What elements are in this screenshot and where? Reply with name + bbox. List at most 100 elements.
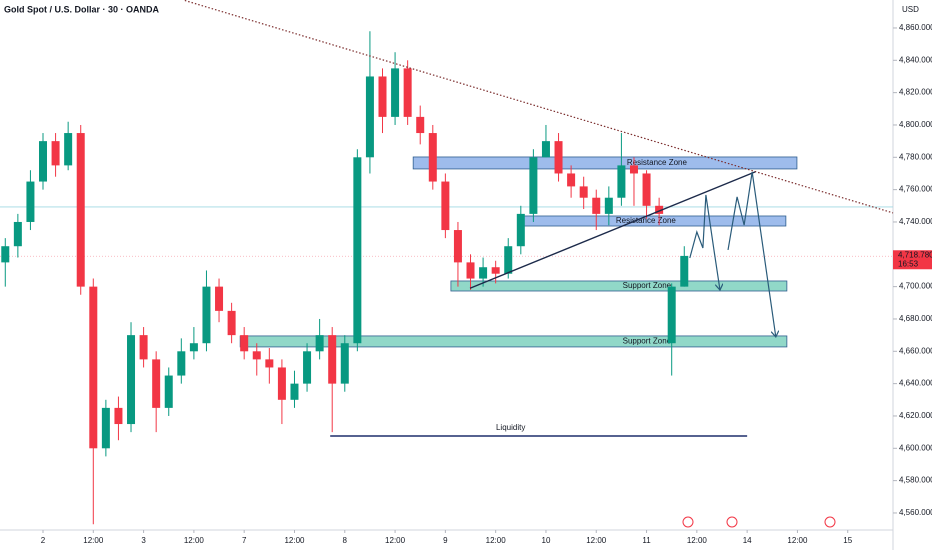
y-tick-label: 4,620.000: [899, 411, 932, 420]
x-tick-label: 12:00: [787, 536, 808, 545]
y-tick-label: 4,740.000: [899, 217, 932, 226]
candle-body: [26, 181, 35, 222]
x-tick-label: 15: [843, 536, 852, 545]
candle-body: [265, 359, 274, 368]
candle-body: [365, 76, 374, 158]
candle-body: [416, 116, 425, 134]
symbol-title: Gold Spot / U.S. Dollar · 30 · OANDA: [4, 4, 160, 14]
zone: [239, 335, 788, 348]
event-icons: [682, 516, 836, 528]
candle-body: [215, 286, 224, 311]
x-tick-label: 14: [743, 536, 752, 545]
candle-body: [164, 375, 173, 408]
x-tick-label: 12:00: [687, 536, 708, 545]
candle-body: [642, 173, 651, 206]
candle-body: [403, 68, 412, 117]
zone: [412, 156, 798, 170]
candle-body: [277, 367, 286, 400]
projection-path: [689, 194, 720, 290]
candle-body: [303, 351, 312, 384]
candle-body: [504, 246, 513, 274]
candle-body: [529, 157, 538, 214]
trendline: [184, 0, 894, 214]
candle-body: [391, 68, 400, 117]
candle-body: [51, 141, 60, 166]
candle-body: [479, 267, 488, 279]
candle-body: [617, 165, 626, 198]
y-tick-label: 4,860.000: [899, 23, 932, 32]
y-tick-label: 4,840.000: [899, 55, 932, 64]
x-tick-label: 8: [343, 536, 348, 545]
y-tick-label: 4,560.000: [899, 508, 932, 517]
candle-body: [516, 213, 525, 247]
candle-body: [554, 141, 563, 174]
candle-body: [453, 230, 462, 263]
candle-body: [240, 335, 249, 352]
candle-body: [152, 359, 161, 408]
candle-body: [541, 141, 550, 158]
currency: USD: [902, 5, 919, 14]
x-tick-label: 11: [642, 536, 651, 545]
candle-body: [655, 205, 664, 214]
x-tick-label: 12:00: [486, 536, 507, 545]
event-icon: [824, 516, 836, 528]
candle-body: [579, 186, 588, 198]
zone: [450, 280, 788, 292]
candle-body: [491, 267, 500, 274]
projection-path: [727, 171, 776, 337]
candle-body: [441, 181, 450, 231]
x-tick-label: 12:00: [284, 536, 305, 545]
y-tick-label: 4,780.000: [899, 152, 932, 161]
candle-body: [114, 407, 123, 425]
x-tick-label: 7: [242, 536, 247, 545]
y-tick-label: 4,760.000: [899, 185, 932, 194]
candle-body: [680, 255, 689, 287]
x-tick-label: 9: [443, 536, 448, 545]
candle-body: [39, 141, 48, 182]
liquidity-label: Liquidity: [496, 423, 525, 432]
event-icon: [726, 516, 738, 528]
zone-label: Resistance Zone: [627, 158, 688, 167]
candle-body: [340, 343, 349, 384]
x-tick-label: 10: [542, 536, 551, 545]
zone-label: Support Zone: [623, 281, 672, 290]
candle-body: [629, 165, 638, 174]
candle-body: [139, 335, 148, 360]
candle-body: [466, 262, 475, 279]
countdown-label: 16:53: [898, 259, 919, 268]
y-tick-label: 4,700.000: [899, 282, 932, 291]
candle-body: [353, 157, 362, 344]
x-tick-label: 12:00: [586, 536, 607, 545]
candle-body: [1, 246, 10, 263]
x-tick-label: 2: [41, 536, 46, 545]
y-tick-label: 4,580.000: [899, 476, 932, 485]
last-price-box: [893, 250, 932, 270]
y-tick-label: 4,600.000: [899, 443, 932, 452]
y-tick-label: 4,640.000: [899, 379, 932, 388]
x-tick-label: 12:00: [83, 536, 104, 545]
candle-body: [202, 286, 211, 344]
candle-body: [252, 351, 261, 360]
candle-body: [667, 286, 676, 344]
candle-body: [101, 407, 110, 449]
y-tick-label: 4,660.000: [899, 346, 932, 355]
candle-body: [378, 76, 387, 117]
zone-label: Resistance Zone: [616, 216, 677, 225]
candle-body: [315, 335, 324, 352]
candle-body: [189, 343, 198, 352]
event-icon: [682, 516, 694, 528]
candle-body: [328, 335, 337, 384]
trendline: [469, 171, 756, 289]
candle-body: [290, 383, 299, 400]
y-tick-label: 4,800.000: [899, 120, 932, 129]
candle-body: [64, 133, 73, 166]
last-price-label: 4,718.780: [898, 250, 932, 259]
x-tick-label: 12:00: [184, 536, 205, 545]
candle-body: [177, 351, 186, 376]
y-tick-label: 4,680.000: [899, 314, 932, 323]
x-tick-label: 12:00: [385, 536, 406, 545]
candle-body: [604, 197, 613, 214]
